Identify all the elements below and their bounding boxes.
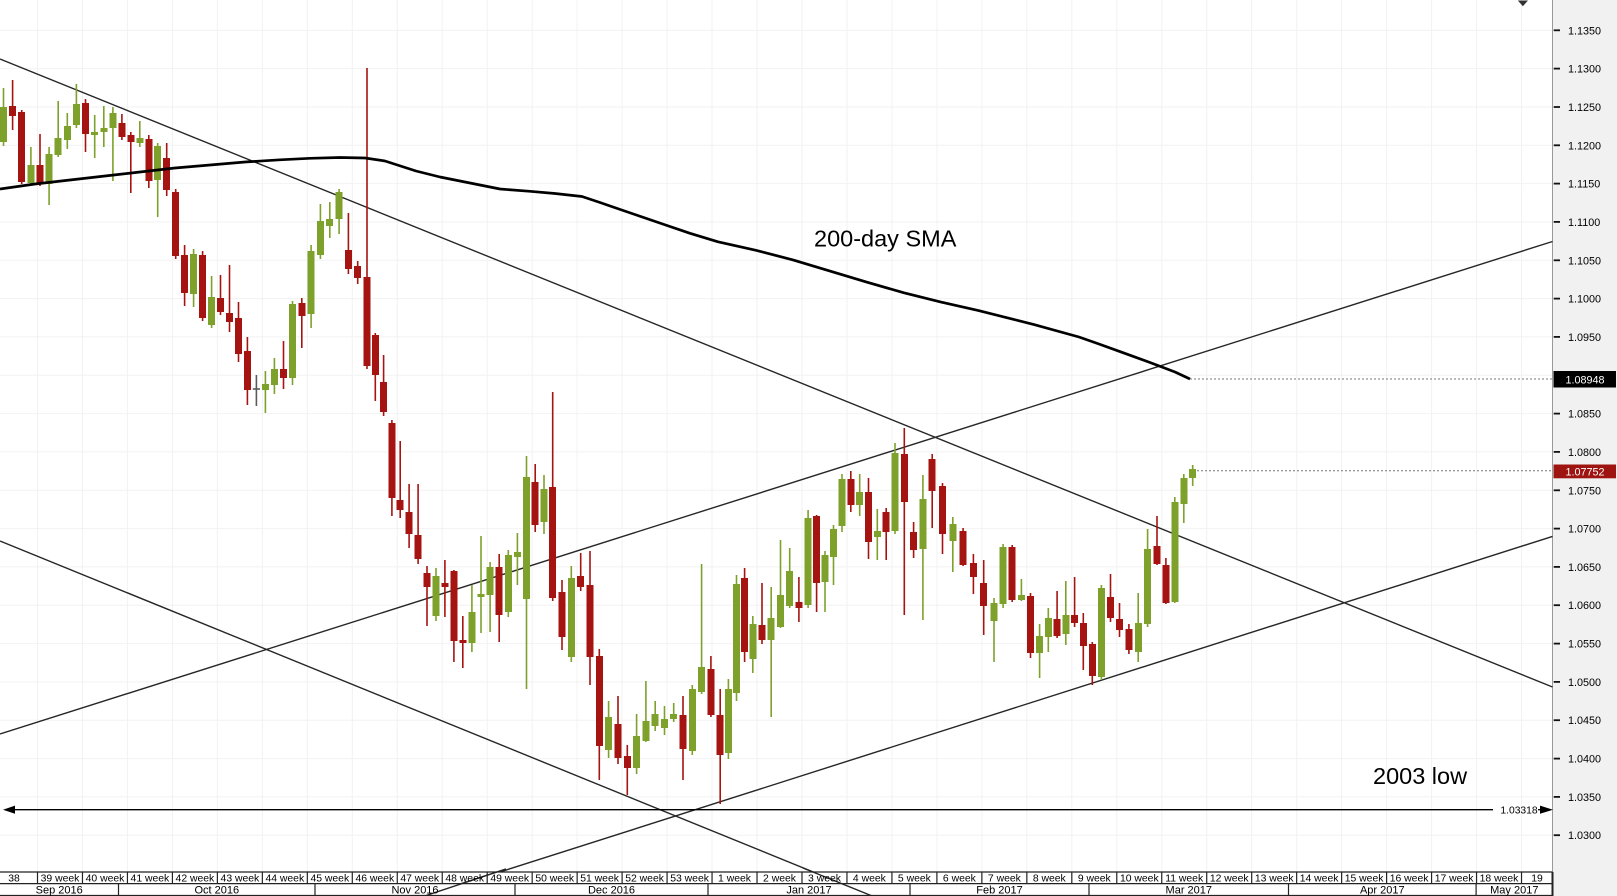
svg-text:13 week: 13 week <box>1255 873 1295 884</box>
svg-text:2 week: 2 week <box>763 873 797 884</box>
svg-text:2003 low: 2003 low <box>1373 763 1468 789</box>
svg-text:1.1100: 1.1100 <box>1568 217 1600 229</box>
svg-text:1.1350: 1.1350 <box>1568 25 1601 37</box>
svg-text:14 week: 14 week <box>1300 873 1340 884</box>
svg-text:Nov 2016: Nov 2016 <box>391 885 438 896</box>
svg-text:17 week: 17 week <box>1435 873 1475 884</box>
svg-text:9 week: 9 week <box>1078 873 1112 884</box>
svg-text:1.0700: 1.0700 <box>1568 524 1601 536</box>
svg-text:46 week: 46 week <box>355 873 395 884</box>
svg-text:7 week: 7 week <box>988 873 1022 884</box>
svg-text:1.1050: 1.1050 <box>1568 255 1601 267</box>
svg-text:Sep 2016: Sep 2016 <box>36 885 83 896</box>
svg-text:1.1000: 1.1000 <box>1568 294 1601 306</box>
svg-text:18 week: 18 week <box>1480 873 1520 884</box>
svg-text:1.1250: 1.1250 <box>1568 102 1601 114</box>
svg-text:1.1300: 1.1300 <box>1568 64 1601 76</box>
svg-text:1.07752: 1.07752 <box>1565 467 1604 479</box>
svg-text:1.0450: 1.0450 <box>1568 715 1601 727</box>
svg-text:47 week: 47 week <box>400 873 440 884</box>
svg-text:1.0600: 1.0600 <box>1568 600 1601 612</box>
svg-text:6 week: 6 week <box>943 873 977 884</box>
svg-text:1.1150: 1.1150 <box>1568 179 1600 191</box>
svg-text:53 week: 53 week <box>670 873 710 884</box>
svg-text:15 week: 15 week <box>1345 873 1385 884</box>
svg-text:48 week: 48 week <box>445 873 485 884</box>
svg-text:12 week: 12 week <box>1210 873 1250 884</box>
svg-text:Mar 2017: Mar 2017 <box>1166 885 1212 896</box>
svg-text:1.0850: 1.0850 <box>1568 409 1601 421</box>
svg-text:1.0500: 1.0500 <box>1568 677 1601 689</box>
svg-text:52 week: 52 week <box>625 873 665 884</box>
svg-text:1.0750: 1.0750 <box>1568 485 1601 497</box>
svg-text:1.0800: 1.0800 <box>1568 447 1601 459</box>
svg-text:May 2017: May 2017 <box>1490 885 1538 896</box>
svg-text:Apr 2017: Apr 2017 <box>1360 885 1405 896</box>
svg-text:1.0350: 1.0350 <box>1568 792 1601 804</box>
svg-text:Feb 2017: Feb 2017 <box>976 885 1022 896</box>
svg-text:39 week: 39 week <box>41 873 81 884</box>
svg-text:1.0650: 1.0650 <box>1568 562 1601 574</box>
svg-text:50 week: 50 week <box>535 873 575 884</box>
svg-text:4 week: 4 week <box>853 873 887 884</box>
svg-text:42 week: 42 week <box>176 873 216 884</box>
svg-text:44 week: 44 week <box>265 873 305 884</box>
svg-text:10 week: 10 week <box>1120 873 1160 884</box>
svg-text:1 week: 1 week <box>718 873 752 884</box>
svg-text:40 week: 40 week <box>86 873 126 884</box>
svg-text:1.0300: 1.0300 <box>1568 830 1601 842</box>
svg-text:1.1200: 1.1200 <box>1568 140 1601 152</box>
svg-text:41 week: 41 week <box>131 873 171 884</box>
svg-text:8 week: 8 week <box>1033 873 1067 884</box>
svg-text:Oct 2016: Oct 2016 <box>194 885 239 896</box>
svg-text:Dec 2016: Dec 2016 <box>588 885 635 896</box>
svg-text:51 week: 51 week <box>580 873 620 884</box>
svg-text:49 week: 49 week <box>490 873 530 884</box>
svg-text:3 week: 3 week <box>808 873 842 884</box>
svg-text:16 week: 16 week <box>1390 873 1430 884</box>
svg-text:1.08948: 1.08948 <box>1565 374 1604 386</box>
svg-text:1.0400: 1.0400 <box>1568 754 1601 766</box>
svg-text:200-day SMA: 200-day SMA <box>814 226 957 252</box>
svg-text:1.0550: 1.0550 <box>1568 639 1601 651</box>
svg-text:19: 19 <box>1531 873 1543 884</box>
svg-text:45 week: 45 week <box>310 873 350 884</box>
svg-text:1.03318: 1.03318 <box>1500 806 1537 817</box>
svg-text:11 week: 11 week <box>1165 873 1204 884</box>
svg-text:43 week: 43 week <box>221 873 261 884</box>
svg-text:Jan 2017: Jan 2017 <box>786 885 831 896</box>
svg-text:38: 38 <box>8 873 20 884</box>
svg-text:1.0950: 1.0950 <box>1568 332 1601 344</box>
svg-text:5 week: 5 week <box>898 873 932 884</box>
